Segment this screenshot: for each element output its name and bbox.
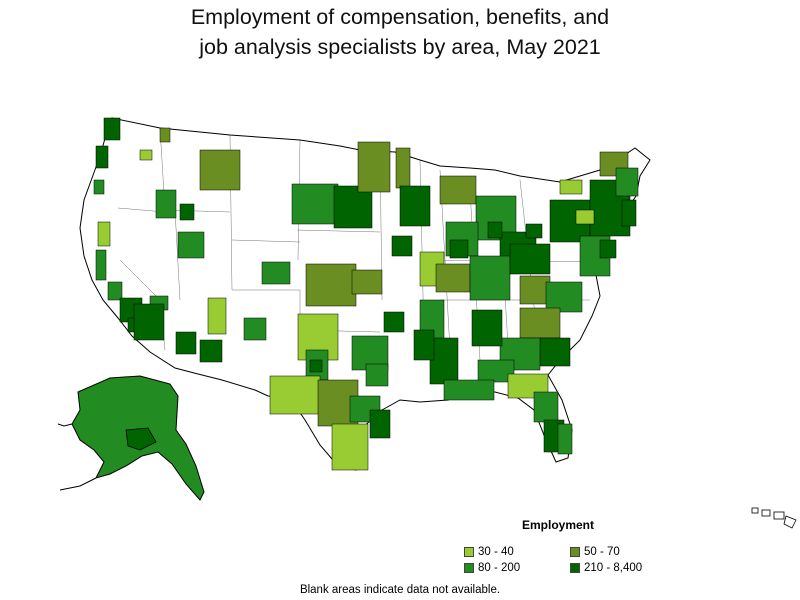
map-area [155,189,177,219]
legend-swatch [464,547,474,557]
map-area [413,329,435,361]
map-title: Employment of compensation, benefits, an… [0,2,800,62]
map-area [621,199,637,227]
map-area [429,337,459,385]
map-area [95,145,109,169]
legend-label: 80 - 200 [478,562,521,574]
alaska [57,375,205,501]
map-area [351,269,383,295]
map-area [599,239,617,259]
legend-label: 30 - 40 [478,546,514,558]
map-area [133,303,165,341]
title-line-2: job analysis specialists by area, May 20… [199,35,601,59]
map-area [575,209,595,225]
map-area [487,221,503,239]
map-area [395,147,411,189]
legend-title: Employment [522,518,595,532]
map-area [399,185,431,227]
map-area [305,263,357,307]
area-polygons [93,117,639,471]
map-area [443,379,495,401]
map-area [519,307,561,339]
map-area [383,311,405,333]
map-area [207,297,227,335]
map-area [95,249,107,281]
map-area [533,391,559,423]
map-area [519,275,551,305]
map-area [97,221,111,247]
map-area [269,375,321,415]
map-area [477,359,515,383]
legend-item-50-70: 50 - 70 [570,546,620,558]
map-area [469,255,511,301]
legend-swatch [464,563,474,573]
map-area [615,167,639,197]
map-area [139,149,153,161]
map-area [525,223,543,239]
legend-item-80-200: 80 - 200 [464,562,520,574]
hawaii [751,507,797,529]
map-area [545,281,583,313]
map-area [107,281,123,301]
legend-swatch [570,547,580,557]
map-area [439,175,477,205]
map-area [369,409,391,439]
legend-label: 50 - 70 [584,546,620,558]
map-area [261,261,291,285]
map-area [179,203,195,221]
map-area [471,309,503,347]
map-area [93,179,105,195]
legend-label: 210 - 8,400 [584,562,643,574]
map-area [391,235,413,257]
map-area [435,263,471,293]
legend-item-30-40: 30 - 40 [464,546,514,558]
map-area [331,423,369,471]
map-area [199,339,223,363]
map-area [365,363,389,387]
map-area [309,359,323,373]
map-area [557,423,573,455]
map-area [291,183,339,225]
legend-swatch [570,563,580,573]
map-area [559,179,583,195]
map-area [103,117,121,141]
map-area [243,317,267,341]
map-area [357,141,391,193]
title-line-1: Employment of compensation, benefits, an… [190,5,610,29]
map-area [159,127,171,143]
anchorage-area [125,427,157,451]
map-area [333,185,373,229]
map-area [177,231,205,259]
map-area [449,239,469,259]
legend-item-210-8400: 210 - 8,400 [570,562,642,574]
map-area [175,331,197,355]
map-area [509,243,551,275]
footnote: Blank areas indicate data not available. [299,584,501,596]
map-area [199,149,241,191]
map-area [539,337,571,367]
